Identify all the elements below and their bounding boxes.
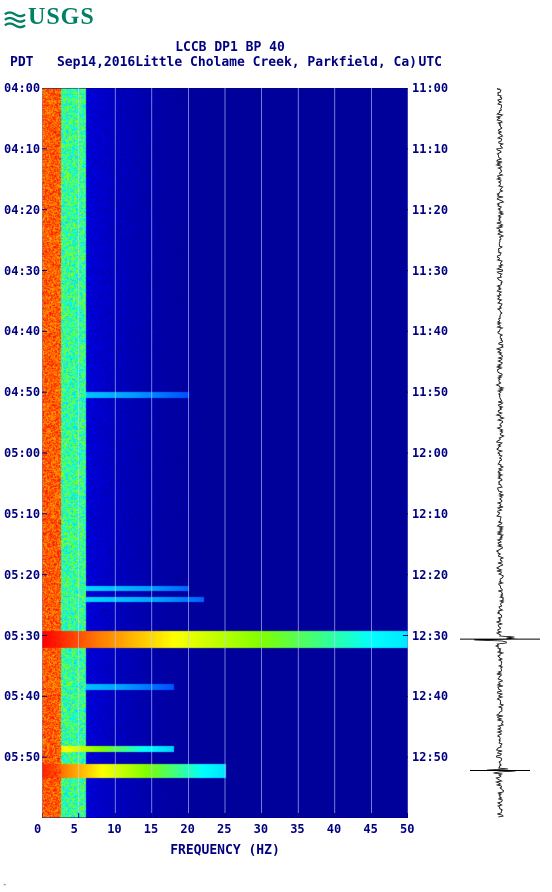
wave-icon <box>4 7 26 29</box>
y-left-tick-label: 05:30 <box>4 629 40 643</box>
y-left-tick-label: 04:50 <box>4 385 40 399</box>
x-tick-label: 35 <box>290 822 304 836</box>
date-text: Sep14,2016 <box>57 55 135 70</box>
y-left-tick-label: 05:10 <box>4 507 40 521</box>
spectrogram-canvas <box>42 88 408 818</box>
y-right-tick-label: 12:20 <box>412 568 448 582</box>
y-left-tick-label: 05:40 <box>4 689 40 703</box>
y-right-tick-label: 12:30 <box>412 629 448 643</box>
y-right-tick-label: 11:20 <box>412 203 448 217</box>
y-left-tick-label: 04:10 <box>4 142 40 156</box>
logo-text: USGS <box>28 4 95 31</box>
usgs-logo: USGS <box>4 4 95 31</box>
spectrogram-plot <box>42 88 408 818</box>
x-axis-label: FREQUENCY (HZ) <box>42 843 408 858</box>
x-tick-label: 0 <box>34 822 41 836</box>
y-left-tick-label: 05:20 <box>4 568 40 582</box>
seismogram-trace <box>460 88 540 818</box>
y-right-tick-label: 11:10 <box>412 142 448 156</box>
y-left-tick-label: 05:00 <box>4 446 40 460</box>
x-tick-label: 50 <box>400 822 414 836</box>
location-text: Little Cholame Creek, Parkfield, Ca) <box>135 55 417 70</box>
x-tick-label: 45 <box>363 822 377 836</box>
chart-title: LCCB DP1 BP 40 <box>0 40 460 55</box>
footnote: - <box>2 880 7 890</box>
y-right-tick-label: 11:30 <box>412 264 448 278</box>
x-tick-label: 10 <box>107 822 121 836</box>
y-right-tick-label: 12:00 <box>412 446 448 460</box>
y-left-tick-label: 04:20 <box>4 203 40 217</box>
y-left-tick-label: 04:00 <box>4 81 40 95</box>
y-left-tick-label: 04:30 <box>4 264 40 278</box>
x-tick-label: 5 <box>71 822 78 836</box>
y-right-tick-label: 12:40 <box>412 689 448 703</box>
x-tick-label: 20 <box>180 822 194 836</box>
y-left-tick-label: 04:40 <box>4 324 40 338</box>
x-tick-label: 15 <box>144 822 158 836</box>
y-left-tick-label: 05:50 <box>4 750 40 764</box>
y-right-tick-label: 12:10 <box>412 507 448 521</box>
y-right-tick-label: 11:40 <box>412 324 448 338</box>
pdt-label: PDT <box>10 55 33 70</box>
utc-label: UTC <box>419 55 442 70</box>
x-tick-label: 30 <box>254 822 268 836</box>
x-tick-label: 25 <box>217 822 231 836</box>
x-tick-label: 40 <box>327 822 341 836</box>
y-right-tick-label: 11:50 <box>412 385 448 399</box>
y-right-tick-label: 11:00 <box>412 81 448 95</box>
chart-subtitle: PDT Sep14,2016Little Cholame Creek, Park… <box>10 55 417 70</box>
y-right-tick-label: 12:50 <box>412 750 448 764</box>
